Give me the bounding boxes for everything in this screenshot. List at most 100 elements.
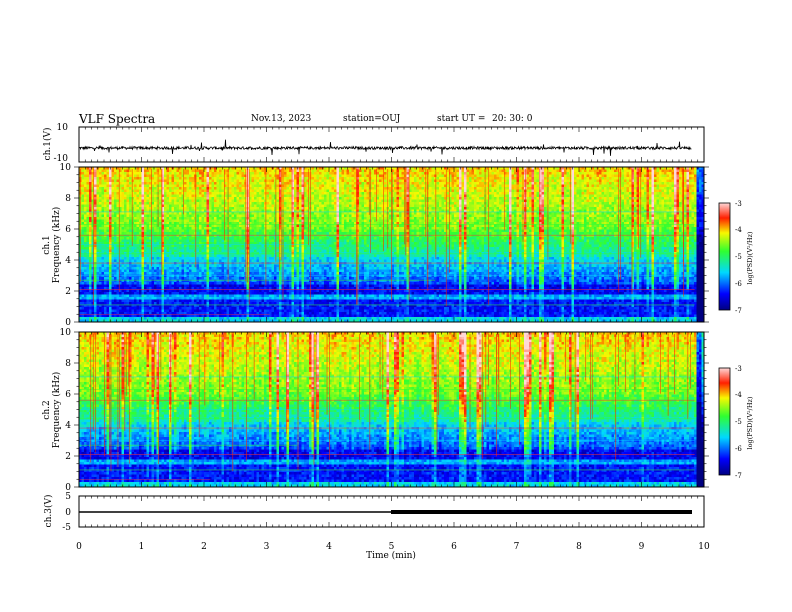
- spectrogram-cell: [102, 267, 105, 270]
- spectrogram-cell: [97, 252, 100, 255]
- spectrogram-cell: [134, 297, 137, 300]
- spectrogram-cell: [92, 237, 95, 240]
- spectrogram-cell: [164, 187, 167, 190]
- spectrogram-cell: [82, 195, 85, 198]
- spectrogram-cell: [257, 190, 260, 193]
- spectrogram-cell: [254, 170, 257, 173]
- spectrogram-cell: [112, 175, 115, 178]
- spectrogram-cell: [252, 172, 255, 175]
- spectrogram-cell: [159, 215, 162, 218]
- spectrogram-cell: [209, 295, 212, 298]
- spectrogram-cell: [172, 190, 175, 193]
- spectrogram-cell: [167, 170, 170, 173]
- spectrogram-cell: [159, 310, 162, 313]
- spectrogram-cell: [144, 195, 147, 198]
- spectrogram-cell: [167, 292, 170, 295]
- spectrogram-cell: [117, 180, 120, 183]
- spectrogram-cell: [92, 300, 95, 303]
- spectrogram-cell: [232, 247, 235, 250]
- spectrogram-cell: [82, 175, 85, 178]
- spectrogram-cell: [234, 285, 237, 288]
- spectrogram-cell: [217, 245, 220, 248]
- spectrogram-cell: [137, 255, 140, 258]
- spectrogram-cell: [82, 172, 85, 175]
- spectrogram-cell: [222, 225, 225, 228]
- spectrogram-cell: [159, 300, 162, 303]
- spectrogram-cell: [164, 257, 167, 260]
- spectrogram-cell: [242, 217, 245, 220]
- spectrogram-cell: [139, 275, 142, 278]
- spectrogram-cell: [84, 272, 87, 275]
- spectrogram-cell: [142, 282, 145, 285]
- spectrogram-cell: [152, 317, 155, 320]
- spectrogram-cell: [164, 260, 167, 263]
- spectrogram-cell: [152, 307, 155, 310]
- spectrogram-cell: [117, 185, 120, 188]
- spectrogram-cell: [267, 195, 270, 198]
- spectrogram-cell: [199, 177, 202, 180]
- spectrogram-cell: [147, 180, 150, 183]
- spectrogram-cell: [212, 202, 215, 205]
- spectrogram-cell: [239, 170, 242, 173]
- spectrogram-cell: [164, 315, 167, 318]
- spectrogram-cell: [89, 300, 92, 303]
- spectrogram-cell: [82, 295, 85, 298]
- spectrogram-cell: [124, 317, 127, 320]
- spectrogram-cell: [219, 272, 222, 275]
- spectrogram-cell: [254, 225, 257, 228]
- spectrogram-cell: [154, 300, 157, 303]
- spectrogram-cell: [87, 192, 90, 195]
- spectrogram-cell: [237, 302, 240, 305]
- spectrogram-cell: [164, 285, 167, 288]
- spectrogram-cell: [104, 207, 107, 210]
- spectrogram-cell: [214, 247, 217, 250]
- spectrogram-cell: [154, 255, 157, 258]
- spectrogram-cell: [104, 247, 107, 250]
- spectrogram-cell: [134, 257, 137, 260]
- spectrogram-cell: [244, 197, 247, 200]
- spectrogram-cell: [144, 302, 147, 305]
- spectrogram-cell: [254, 207, 257, 210]
- spectrogram-cell: [144, 205, 147, 208]
- spectrogram-cell: [237, 272, 240, 275]
- spectrogram-cell: [137, 190, 140, 193]
- spectrogram-cell: [202, 200, 205, 203]
- spectrogram-cell: [227, 315, 230, 318]
- spectrogram-cell: [239, 195, 242, 198]
- spectrogram-cell: [112, 297, 115, 300]
- spectrogram-cell: [222, 250, 225, 253]
- spectrogram-cell: [127, 192, 130, 195]
- spectrogram-cell: [99, 275, 102, 278]
- spectrogram-cell: [254, 187, 257, 190]
- spectrogram-cell: [152, 310, 155, 313]
- spectrogram-cell: [229, 317, 232, 320]
- spectrogram-cell: [87, 310, 90, 313]
- spectrogram-cell: [179, 300, 182, 303]
- spectrogram-cell: [107, 267, 110, 270]
- spectrogram-cell: [237, 247, 240, 250]
- spectrogram-cell: [244, 230, 247, 233]
- spectrogram-cell: [209, 272, 212, 275]
- spectrogram-cell: [142, 190, 145, 193]
- spectrogram-cell: [102, 200, 105, 203]
- spectrogram-cell: [239, 317, 242, 320]
- spectrogram-cell: [109, 225, 112, 228]
- spectrogram-cell: [242, 180, 245, 183]
- spectrogram-cell: [227, 307, 230, 310]
- spectrogram-cell: [209, 302, 212, 305]
- spectrogram-cell: [222, 217, 225, 220]
- spectrogram-cell: [139, 182, 142, 185]
- spectrogram-cell: [194, 290, 197, 293]
- spectrogram-cell: [212, 177, 215, 180]
- spectrogram-cell: [209, 255, 212, 258]
- spectrogram-cell: [207, 205, 210, 208]
- spectrogram-cell: [89, 212, 92, 215]
- spectrogram-cell: [204, 232, 207, 235]
- spectrogram-cell: [239, 265, 242, 268]
- spectrogram-cell: [107, 197, 110, 200]
- spectrogram-cell: [219, 202, 222, 205]
- spectrogram-cell: [229, 197, 232, 200]
- spectrogram-cell: [252, 207, 255, 210]
- spectrogram-cell: [189, 240, 192, 243]
- spectrogram-cell: [232, 272, 235, 275]
